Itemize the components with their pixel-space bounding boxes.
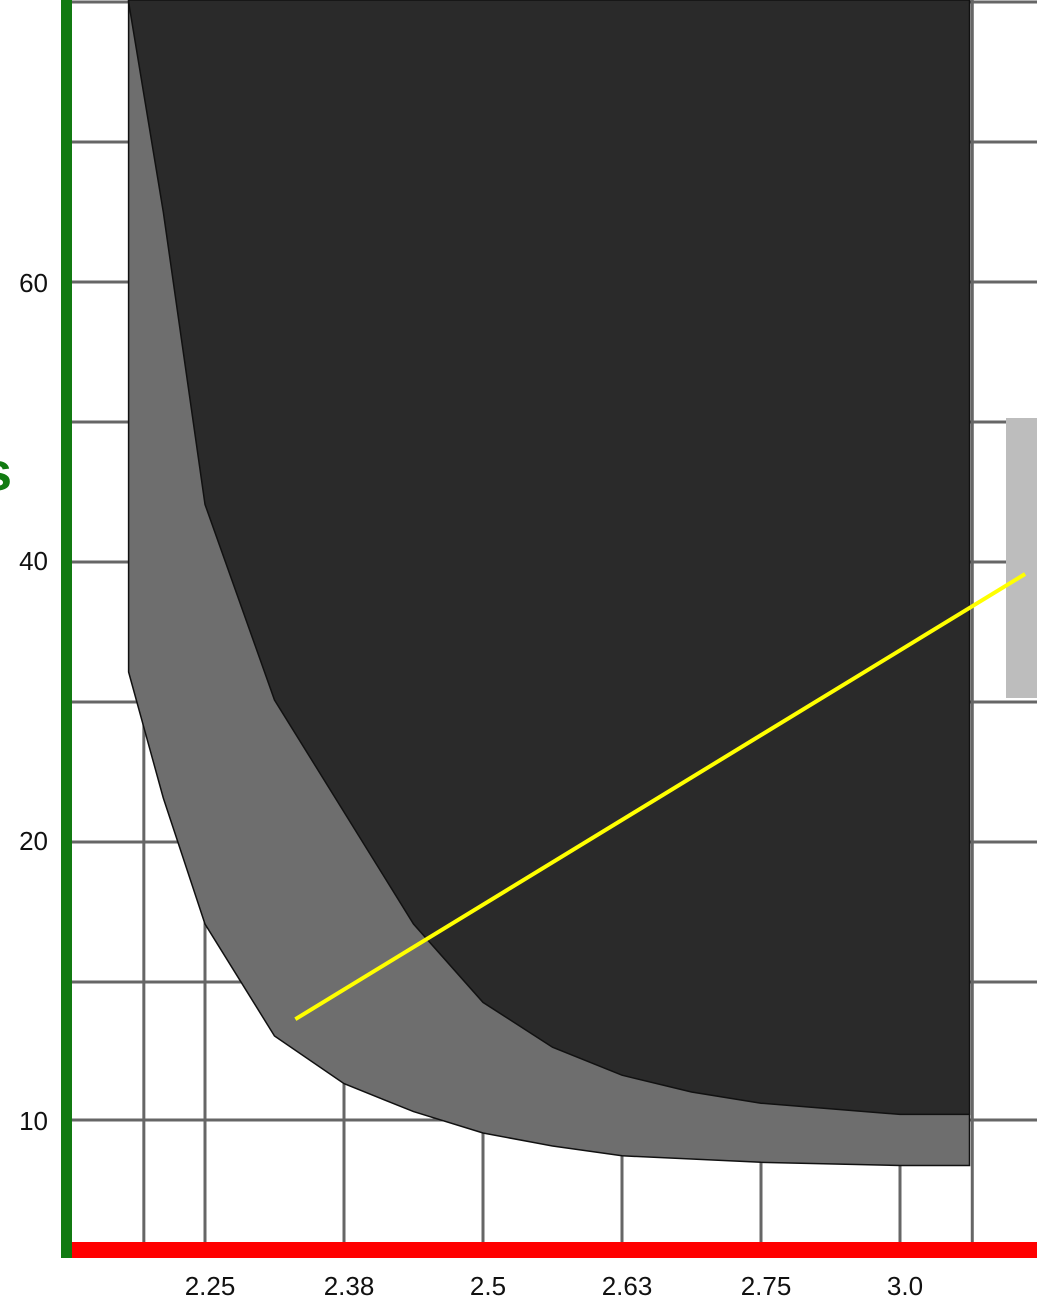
x-tick-label: 2.63 [602, 1271, 653, 1301]
x-tick-label: 2.38 [324, 1271, 375, 1301]
y-tick-label: 40 [19, 546, 48, 576]
x-tick-label: 2.25 [185, 1271, 236, 1301]
upper-band-area [127, 0, 971, 1116]
x-axis-line [72, 1242, 1037, 1258]
y-tick-label: 20 [19, 826, 48, 856]
x-tick-label: 3.0 [887, 1271, 923, 1301]
y-tick-label: 10 [19, 1106, 48, 1136]
x-tick-label: 2.75 [741, 1271, 792, 1301]
y-axis-line [61, 0, 72, 1258]
y-axis-label: s [0, 442, 12, 502]
y-tick-label: 60 [19, 268, 48, 298]
trend-line [294, 572, 1027, 1021]
x-tick-label: 2.5 [470, 1271, 506, 1301]
side-panel [1006, 418, 1037, 698]
